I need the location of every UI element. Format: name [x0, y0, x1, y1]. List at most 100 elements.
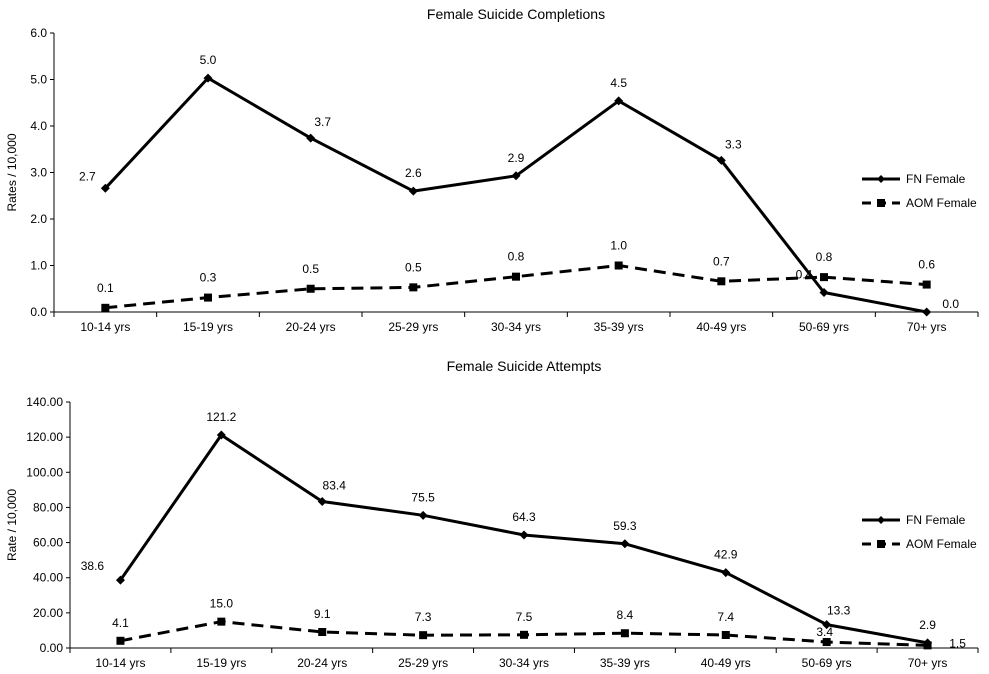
data-label: 3.3: [725, 137, 742, 151]
data-point: [115, 575, 125, 585]
y-axis-label: Rate / 10,000: [5, 489, 19, 561]
data-point: [721, 630, 730, 639]
data-label: 59.3: [613, 519, 637, 533]
data-label: 4.5: [610, 76, 627, 90]
y-tick-label: 140.00: [26, 395, 63, 409]
x-tick-label: 50-69 yrs: [802, 656, 852, 670]
data-point: [820, 273, 828, 282]
x-tick-label: 20-24 yrs: [286, 320, 336, 334]
legend-marker: [877, 516, 885, 524]
y-tick-label: 1.0: [30, 259, 47, 273]
y-tick-label: 60.00: [33, 536, 63, 550]
x-tick-label: 70+ yrs: [907, 320, 947, 334]
x-tick-label: 15-19 yrs: [196, 656, 246, 670]
data-point: [614, 261, 623, 270]
y-tick-label: 5.0: [30, 73, 47, 87]
x-tick-label: 25-29 yrs: [388, 320, 438, 334]
x-tick-label: 10-14 yrs: [95, 656, 145, 670]
data-label: 121.2: [206, 410, 236, 424]
y-tick-label: 0.0: [30, 305, 47, 319]
y-tick-label: 120.00: [26, 430, 63, 444]
data-point: [620, 539, 630, 549]
legend-marker: [877, 540, 885, 548]
legend-label: FN Female: [906, 513, 966, 527]
data-point: [318, 628, 327, 637]
data-point: [419, 631, 428, 640]
data-label: 7.5: [516, 610, 533, 624]
data-label: 0.5: [302, 262, 319, 276]
data-label: 2.9: [919, 618, 936, 632]
chart-title: Female Suicide Attempts: [447, 358, 602, 374]
data-label: 7.3: [415, 610, 432, 624]
x-tick-label: 50-69 yrs: [799, 320, 849, 334]
data-point: [101, 303, 110, 312]
x-tick-label: 25-29 yrs: [398, 656, 448, 670]
data-point: [512, 272, 520, 281]
legend-entry: AOM Female: [862, 537, 977, 551]
series-aom-female: 0.1 0.3 0.5 0.5 0.8 1.0 0.7 0.8 0.6: [97, 239, 935, 312]
data-point: [717, 277, 726, 286]
data-point: [819, 287, 829, 297]
y-tick-label: 4.0: [30, 119, 47, 133]
x-tick-label: 35-39 yrs: [600, 656, 650, 670]
data-label: 1.0: [610, 239, 627, 253]
data-label: 0.7: [713, 254, 730, 268]
y-tick-label: 20.00: [33, 606, 63, 620]
y-tick-label: 6.0: [30, 26, 47, 40]
data-label: 42.9: [714, 548, 738, 562]
data-point: [614, 96, 624, 106]
chart-1: Female Suicide Completions Rates / 10,000…: [5, 6, 979, 334]
data-point: [923, 641, 932, 650]
data-point: [519, 530, 529, 540]
data-point: [511, 171, 521, 181]
data-label: 0.5: [405, 260, 422, 274]
data-point: [216, 430, 226, 440]
data-label: 0.8: [816, 250, 833, 264]
data-label: 3.4: [816, 625, 833, 639]
data-point: [203, 73, 213, 83]
x-tick-label: 30-34 yrs: [499, 656, 549, 670]
legend-entry: FN Female: [862, 172, 966, 186]
chart-2: Female Suicide Attempts Rate / 10,000 0.00…: [5, 358, 979, 670]
y-tick-label: 100.00: [26, 465, 63, 479]
x-tick-label: 70+ yrs: [908, 656, 948, 670]
x-tick-label: 20-24 yrs: [297, 656, 347, 670]
data-point: [317, 496, 327, 506]
data-point: [306, 133, 316, 143]
legend-label: FN Female: [906, 172, 966, 186]
data-label: 13.3: [827, 604, 851, 618]
data-point: [418, 510, 428, 520]
legend-entry: FN Female: [862, 513, 966, 527]
data-label: 0.1: [97, 281, 114, 295]
x-tick-label: 30-34 yrs: [491, 320, 541, 334]
data-point: [408, 186, 418, 196]
data-point: [116, 636, 125, 645]
legend-label: AOM Female: [906, 537, 977, 551]
series-aom-female: 4.1 15.0 9.1 7.3 7.5 8.4 7.4 3.4 1.5: [112, 597, 966, 651]
data-label: 2.6: [405, 166, 422, 180]
data-point: [306, 284, 315, 293]
data-point: [721, 568, 731, 578]
x-tick-label: 10-14 yrs: [80, 320, 130, 334]
data-label: 7.4: [717, 610, 734, 624]
data-label: 2.9: [508, 151, 525, 165]
data-point: [620, 629, 629, 638]
series-line: [105, 264, 927, 310]
x-tick-label: 35-39 yrs: [594, 320, 644, 334]
data-point: [520, 630, 528, 639]
series-fn-female: 38.6 121.2 83.4 75.5 64.3 59.3 42.9 13.3 2.9: [81, 410, 936, 648]
data-label: 3.7: [314, 115, 331, 129]
y-tick-label: 0.00: [40, 641, 64, 655]
data-point: [217, 617, 226, 626]
chart-title: Female Suicide Completions: [427, 6, 605, 22]
data-label: 5.0: [200, 53, 217, 67]
y-tick-label: 40.00: [33, 571, 63, 585]
data-label: 38.6: [81, 559, 105, 573]
data-label: 0.4: [796, 267, 813, 281]
x-tick-label: 40-49 yrs: [701, 656, 751, 670]
data-label: 75.5: [411, 490, 435, 504]
data-label: 0.8: [508, 250, 525, 264]
y-tick-label: 3.0: [30, 166, 47, 180]
data-point: [822, 620, 832, 630]
data-point: [822, 638, 831, 647]
